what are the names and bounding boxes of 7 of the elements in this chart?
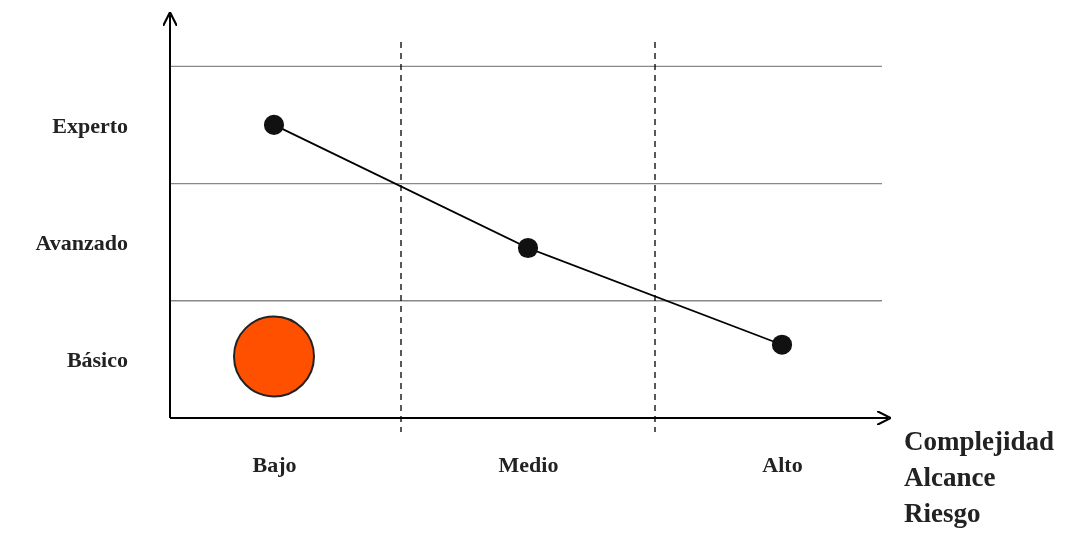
x-tick-label: Medio xyxy=(498,451,559,477)
text: Avanzado xyxy=(35,229,128,255)
text: Básico xyxy=(66,347,128,373)
x-axis-title: Complejidad Alcance Riesgo xyxy=(904,426,1055,528)
x-tick-label: Alto xyxy=(762,451,803,477)
x-tick-label: Bajo xyxy=(252,451,297,477)
text: Experto xyxy=(52,112,128,138)
